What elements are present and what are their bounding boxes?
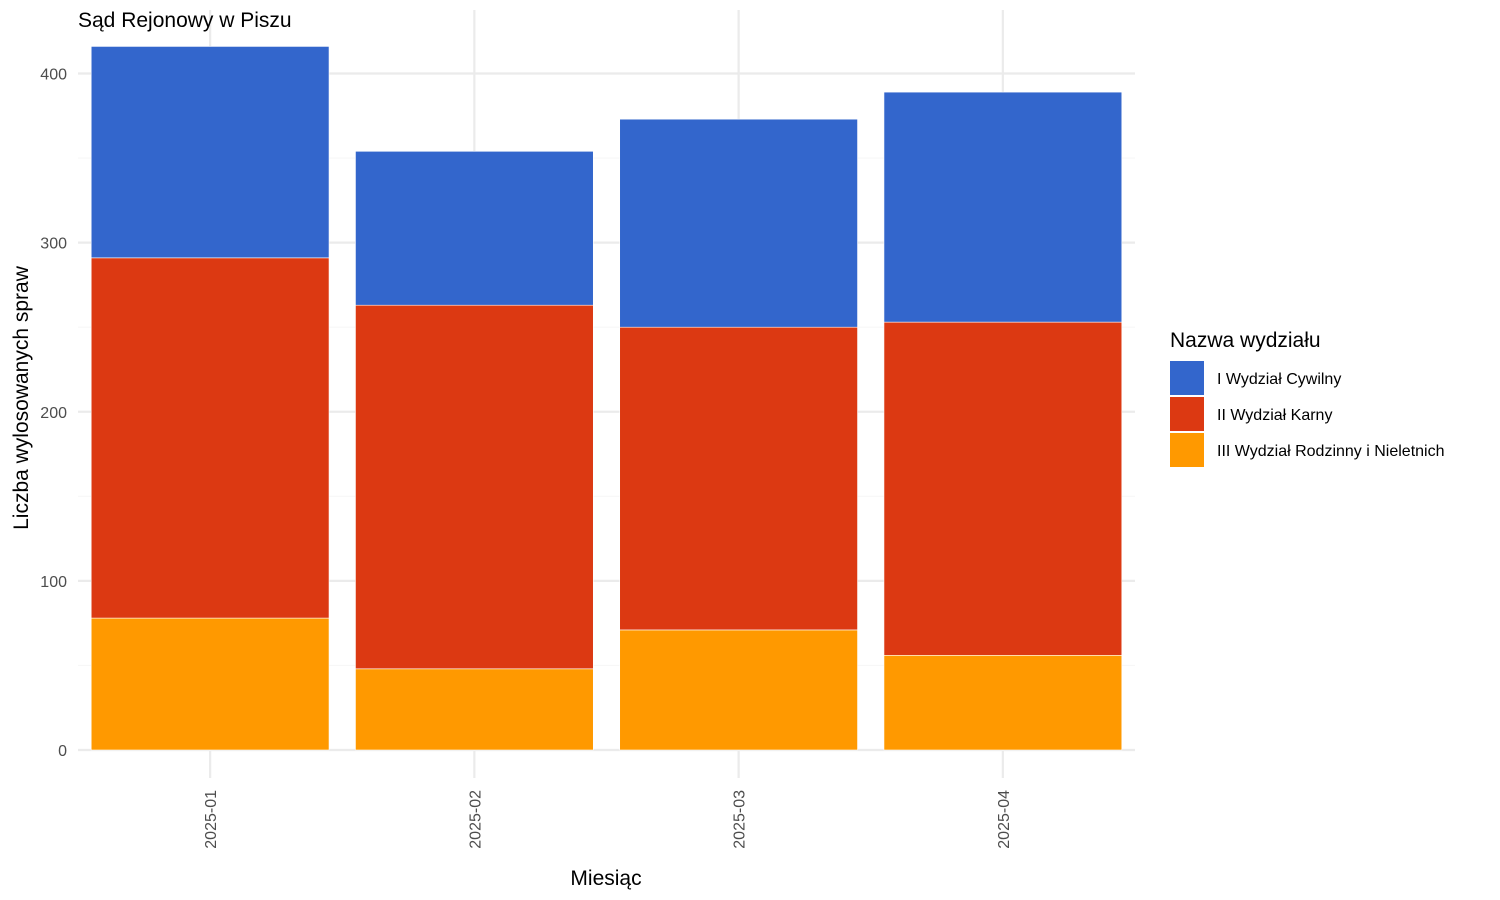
bar-segment (619, 629, 858, 751)
legend-swatch (1170, 433, 1204, 467)
bar-segment (619, 118, 858, 328)
legend-label: I Wydział Cywilny (1217, 371, 1341, 388)
bar-segment (355, 150, 594, 306)
legend: Nazwa wydziału I Wydział Cywilny II Wydzi… (1170, 329, 1445, 467)
legend-title: Nazwa wydziału (1170, 329, 1321, 352)
x-tick-label: 2025-02 (467, 790, 484, 849)
bar-segment (90, 617, 330, 751)
legend-label: III Wydział Rodzinny i Nieletnich (1217, 443, 1445, 460)
x-tick-label: 2025-03 (732, 790, 749, 849)
legend-swatch (1170, 361, 1204, 395)
bar-segment (355, 668, 594, 751)
legend-label: II Wydział Karny (1217, 407, 1332, 424)
y-axis-ticks: 0 100 200 300 400 (40, 67, 67, 761)
y-tick-label: 200 (40, 405, 67, 422)
bar-segment (90, 257, 330, 619)
x-axis-ticks: 2025-01 2025-02 2025-03 2025-04 (203, 790, 1013, 849)
bars (90, 46, 1123, 751)
x-tick-label: 2025-04 (996, 790, 1013, 849)
y-tick-label: 0 (58, 743, 67, 760)
bar-segment (90, 46, 330, 259)
x-tick-label: 2025-01 (203, 790, 220, 849)
y-axis-title: Liczba wylosowanych spraw (10, 265, 33, 530)
bar-segment (619, 326, 858, 631)
y-tick-label: 300 (40, 236, 67, 253)
chart-title: Sąd Rejonowy w Piszu (78, 9, 292, 32)
legend-items: I Wydział Cywilny II Wydział Karny III Wyd… (1170, 361, 1445, 467)
x-axis-title: Miesiąc (570, 867, 641, 890)
legend-swatch (1170, 397, 1204, 431)
bar-segment (355, 304, 594, 670)
y-tick-label: 400 (40, 67, 67, 84)
bar-segment (883, 654, 1123, 751)
y-tick-label: 100 (40, 574, 67, 591)
bar-segment (883, 321, 1123, 656)
bar-segment (883, 91, 1123, 323)
